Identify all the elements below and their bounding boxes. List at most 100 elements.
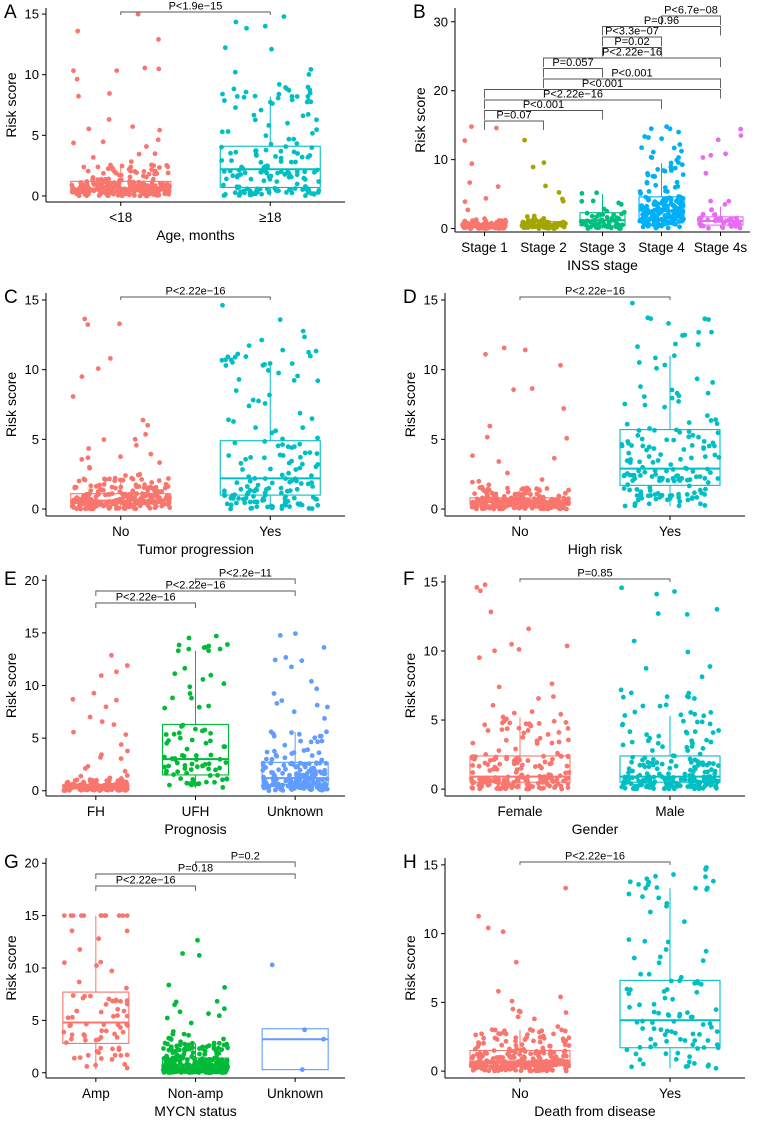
data-point: [193, 726, 198, 732]
y-axis-title: Risk score: [3, 372, 19, 438]
y-tick-label: 10: [25, 362, 39, 377]
data-point: [697, 751, 703, 757]
data-point: [557, 506, 563, 512]
data-point: [678, 777, 684, 782]
data-point: [318, 733, 324, 739]
data-point: [517, 1051, 523, 1057]
data-point: [98, 190, 104, 196]
data-point: [664, 1028, 670, 1034]
data-point: [656, 895, 662, 901]
x-axis-title: Gender: [572, 821, 619, 837]
data-point: [155, 137, 161, 143]
data-point: [501, 345, 507, 351]
data-point: [636, 428, 642, 433]
data-point: [637, 762, 643, 768]
data-point: [697, 1032, 702, 1037]
data-point: [247, 488, 253, 493]
data-point: [106, 117, 112, 122]
data-point: [479, 1052, 485, 1058]
data-point: [228, 506, 234, 512]
data-point: [299, 154, 305, 160]
data-point: [324, 786, 330, 792]
data-point: [650, 748, 655, 753]
data-point: [674, 179, 680, 185]
data-point: [113, 997, 119, 1003]
data-point: [85, 455, 91, 461]
data-point: [254, 504, 260, 510]
data-point: [322, 716, 327, 721]
data-point: [305, 189, 311, 195]
data-point: [628, 457, 633, 462]
data-point: [274, 701, 280, 706]
y-tick-label: 30: [434, 14, 448, 29]
y-tick-label: 15: [424, 574, 438, 589]
data-point: [720, 225, 726, 231]
data-point: [114, 505, 120, 511]
data-point: [504, 716, 509, 722]
data-point: [651, 222, 657, 228]
data-point: [518, 1068, 524, 1074]
data-point: [308, 767, 314, 773]
data-point: [671, 872, 676, 877]
data-point: [472, 218, 478, 224]
data-point: [171, 731, 177, 737]
data-point: [646, 454, 652, 459]
data-point: [225, 354, 231, 360]
data-point: [492, 778, 498, 784]
data-point: [621, 486, 627, 491]
data-point: [297, 767, 303, 773]
data-point: [271, 772, 277, 778]
data-point: [705, 1063, 711, 1069]
data-point: [667, 776, 673, 782]
data-point: [705, 390, 711, 396]
data-point: [659, 477, 664, 483]
data-point: [516, 725, 522, 731]
data-point: [79, 374, 85, 379]
data-point: [639, 145, 644, 151]
data-point: [322, 767, 328, 773]
data-point: [99, 1028, 105, 1034]
data-point: [627, 879, 633, 885]
data-point: [124, 1052, 130, 1058]
data-point: [517, 757, 522, 763]
data-point: [319, 770, 324, 776]
data-point: [221, 681, 227, 687]
data-point: [711, 878, 716, 884]
data-point: [309, 480, 314, 485]
data-point: [549, 681, 555, 687]
data-point: [511, 761, 517, 767]
data-point: [551, 718, 557, 724]
data-point: [677, 429, 683, 435]
data-point: [737, 225, 743, 231]
data-point: [640, 894, 645, 900]
data-point: [264, 749, 270, 755]
data-point: [114, 697, 119, 703]
data-point: [156, 478, 162, 483]
data-point: [223, 760, 229, 765]
bracket-line: [519, 861, 671, 865]
data-point: [184, 746, 190, 752]
point-group: [269, 962, 326, 1072]
data-point: [242, 500, 248, 506]
data-point: [206, 1011, 211, 1016]
data-point: [676, 503, 682, 509]
data-point: [61, 1029, 67, 1035]
y-tick-label: 0: [431, 1064, 438, 1079]
data-point: [694, 989, 700, 995]
data-point: [177, 735, 183, 741]
data-point: [690, 1042, 696, 1048]
data-point: [94, 963, 99, 968]
data-point: [315, 378, 321, 384]
data-point: [708, 739, 714, 745]
data-point: [705, 769, 710, 775]
data-point: [170, 1059, 176, 1064]
data-point: [700, 155, 706, 160]
data-point: [77, 947, 83, 952]
data-point: [713, 784, 719, 789]
data-point: [637, 459, 642, 465]
data-point: [538, 1065, 544, 1070]
data-point: [299, 658, 305, 664]
data-point: [165, 170, 171, 176]
data-point: [619, 585, 624, 591]
data-point: [695, 1046, 700, 1051]
